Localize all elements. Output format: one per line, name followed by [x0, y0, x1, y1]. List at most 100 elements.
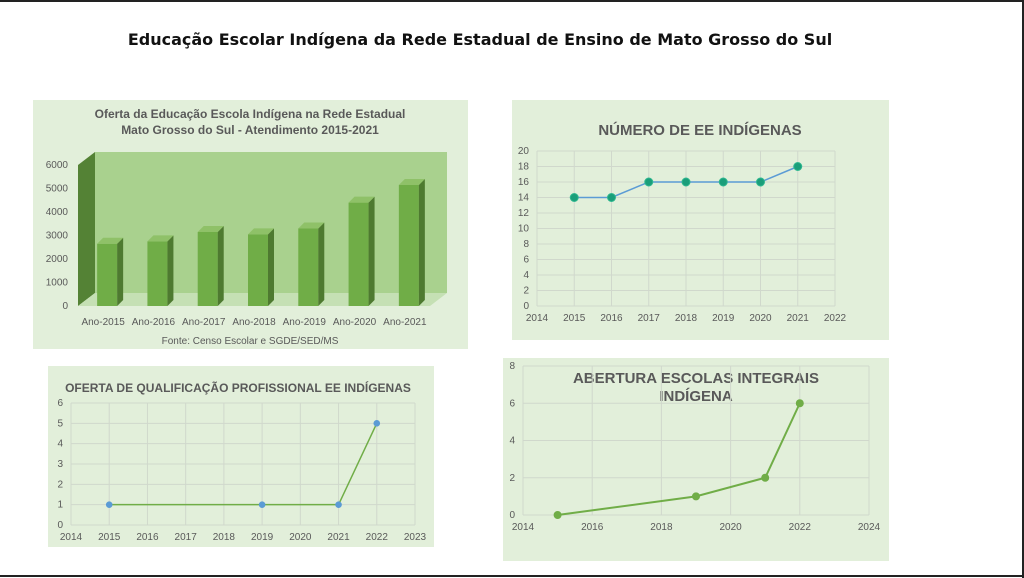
chart-title: NÚMERO DE EE INDÍGENAS — [598, 121, 801, 139]
y-tick-label: 3 — [57, 459, 63, 470]
y-tick-label: 0 — [523, 301, 529, 312]
bar-chart-svg: Oferta da Educação Escola Indígena na Re… — [33, 100, 468, 349]
x-tick-label: Ano-2015 — [81, 317, 125, 328]
line-chart-qualificacao: OFERTA DE QUALIFICAÇÃO PROFISSIONAL EE I… — [48, 366, 434, 547]
bar-top — [348, 196, 375, 203]
x-tick-label: 2017 — [638, 313, 661, 324]
bar — [298, 228, 319, 306]
data-point — [756, 177, 765, 187]
y-tick-label: 16 — [518, 177, 530, 188]
y-tick-label: 10 — [518, 224, 530, 235]
y-tick-label: 5 — [57, 418, 63, 429]
x-tick-label: 2015 — [98, 532, 121, 543]
line-chart-escolas-integrais: ABERTURA ESCOLAS INTEGRAIS INDÍGENA 2014… — [503, 358, 889, 561]
y-tick-label: 6 — [523, 255, 529, 266]
x-tick-label: 2019 — [251, 532, 274, 543]
x-tick-label: Ano-2019 — [283, 317, 327, 328]
chart-title-line1: Oferta da Educação Escola Indígena na Re… — [95, 107, 406, 121]
bar-top — [147, 235, 174, 242]
y-tick-label: 4 — [523, 270, 529, 281]
bar-top — [298, 222, 325, 229]
y-tick-label: 0 — [509, 510, 515, 521]
x-tick-label: 2022 — [366, 532, 389, 543]
series-line — [557, 402, 801, 516]
series-line — [109, 423, 378, 506]
line-chart-qualificacao-plot: 2014 2015 2016 2017 2018 2019 2020 2021 2022 2023… — [57, 398, 426, 543]
x-tick-label: 2024 — [858, 522, 881, 533]
y-tick-label: 2 — [509, 473, 515, 484]
bar-side — [418, 178, 425, 306]
bar-side — [167, 235, 174, 306]
y-tick-label: 0 — [57, 520, 63, 531]
line-chart-integrais-svg: ABERTURA ESCOLAS INTEGRAIS INDÍGENA 2014… — [503, 358, 889, 561]
x-tick-label: 2014 — [512, 522, 535, 533]
x-tick-label: 2023 — [404, 532, 427, 543]
y-tick-label: 1 — [57, 500, 63, 511]
page-title: Educação Escolar Indígena da Rede Estadu… — [127, 30, 833, 49]
x-tick-label: 2021 — [787, 313, 810, 324]
bar-side — [217, 225, 224, 306]
y-tick-label: 1000 — [46, 278, 69, 289]
data-point — [553, 511, 562, 519]
bar-top — [97, 237, 124, 244]
x-tick-label: 2019 — [712, 313, 735, 324]
y-tick-label: 4000 — [46, 207, 69, 218]
x-tick-label: 2014 — [526, 313, 549, 324]
data-point — [569, 193, 579, 202]
bar — [97, 243, 118, 306]
bar-chart-plot: 0 1000 2000 3000 4000 5000 6000 Ano-2015 Ano-201… — [46, 152, 447, 328]
chart-background — [503, 358, 889, 561]
data-point — [105, 501, 113, 508]
x-tick-label: 2022 — [824, 313, 847, 324]
data-point — [718, 177, 728, 187]
x-tick-label: 2017 — [175, 532, 198, 543]
x-tick-label: Ano-2017 — [182, 317, 226, 328]
frame-right-border — [1022, 0, 1024, 578]
x-tick-label: 2020 — [289, 532, 312, 543]
y-tick-label: 2 — [57, 479, 63, 490]
x-tick-label: 2016 — [600, 313, 623, 324]
bar-side — [368, 196, 375, 306]
y-tick-label: 14 — [518, 193, 530, 204]
y-tick-label: 20 — [518, 146, 530, 157]
line-chart-integrais-plot: 2014 2016 2018 2020 2022 2024 0 2 4 6 8 — [509, 361, 880, 533]
bar — [248, 234, 268, 306]
bar-chart-atendimento: Oferta da Educação Escola Indígena na Re… — [33, 100, 468, 349]
bar — [348, 202, 369, 306]
bar — [147, 241, 168, 306]
data-point — [607, 193, 616, 202]
data-point — [793, 162, 803, 171]
y-tick-label: 2000 — [46, 254, 69, 265]
line-chart-qualificacao-svg: OFERTA DE QUALIFICAÇÃO PROFISSIONAL EE I… — [48, 366, 434, 547]
chart-title-line2: INDÍGENA — [659, 388, 733, 405]
x-tick-label: 2021 — [327, 532, 350, 543]
frame-top-border — [0, 0, 1024, 2]
data-point — [644, 177, 654, 187]
y-tick-label: 18 — [518, 162, 530, 173]
bar-top — [248, 228, 274, 235]
chart-title: OFERTA DE QUALIFICAÇÃO PROFISSIONAL EE I… — [65, 380, 411, 395]
bar-side — [117, 237, 124, 306]
x-tick-label: Ano-2021 — [383, 317, 427, 328]
y-tick-label: 6000 — [46, 160, 69, 171]
x-tick-label: 2018 — [213, 532, 236, 543]
frame-bottom-border — [0, 575, 1024, 577]
x-tick-label: 2020 — [719, 522, 742, 533]
side-wall — [78, 152, 95, 306]
x-tick-label: Ano-2016 — [132, 317, 176, 328]
line-chart-numero-svg: NÚMERO DE EE INDÍGENAS 2014 2015 2016 2017 2… — [512, 100, 889, 340]
y-tick-label: 8 — [509, 361, 515, 372]
y-tick-label: 6 — [509, 398, 515, 409]
data-point — [373, 420, 381, 427]
data-point — [335, 501, 342, 508]
data-point — [795, 399, 804, 408]
chart-background — [48, 366, 434, 547]
x-tick-label: Ano-2018 — [232, 317, 276, 328]
data-point — [692, 492, 700, 501]
x-tick-label: 2020 — [749, 313, 772, 324]
y-tick-label: 8 — [523, 239, 529, 250]
y-tick-label: 6 — [57, 398, 63, 409]
x-tick-label: 2015 — [563, 313, 586, 324]
chart-source: Fonte: Censo Escolar e SGDE/SED/MS — [162, 336, 339, 347]
data-point — [681, 177, 691, 187]
